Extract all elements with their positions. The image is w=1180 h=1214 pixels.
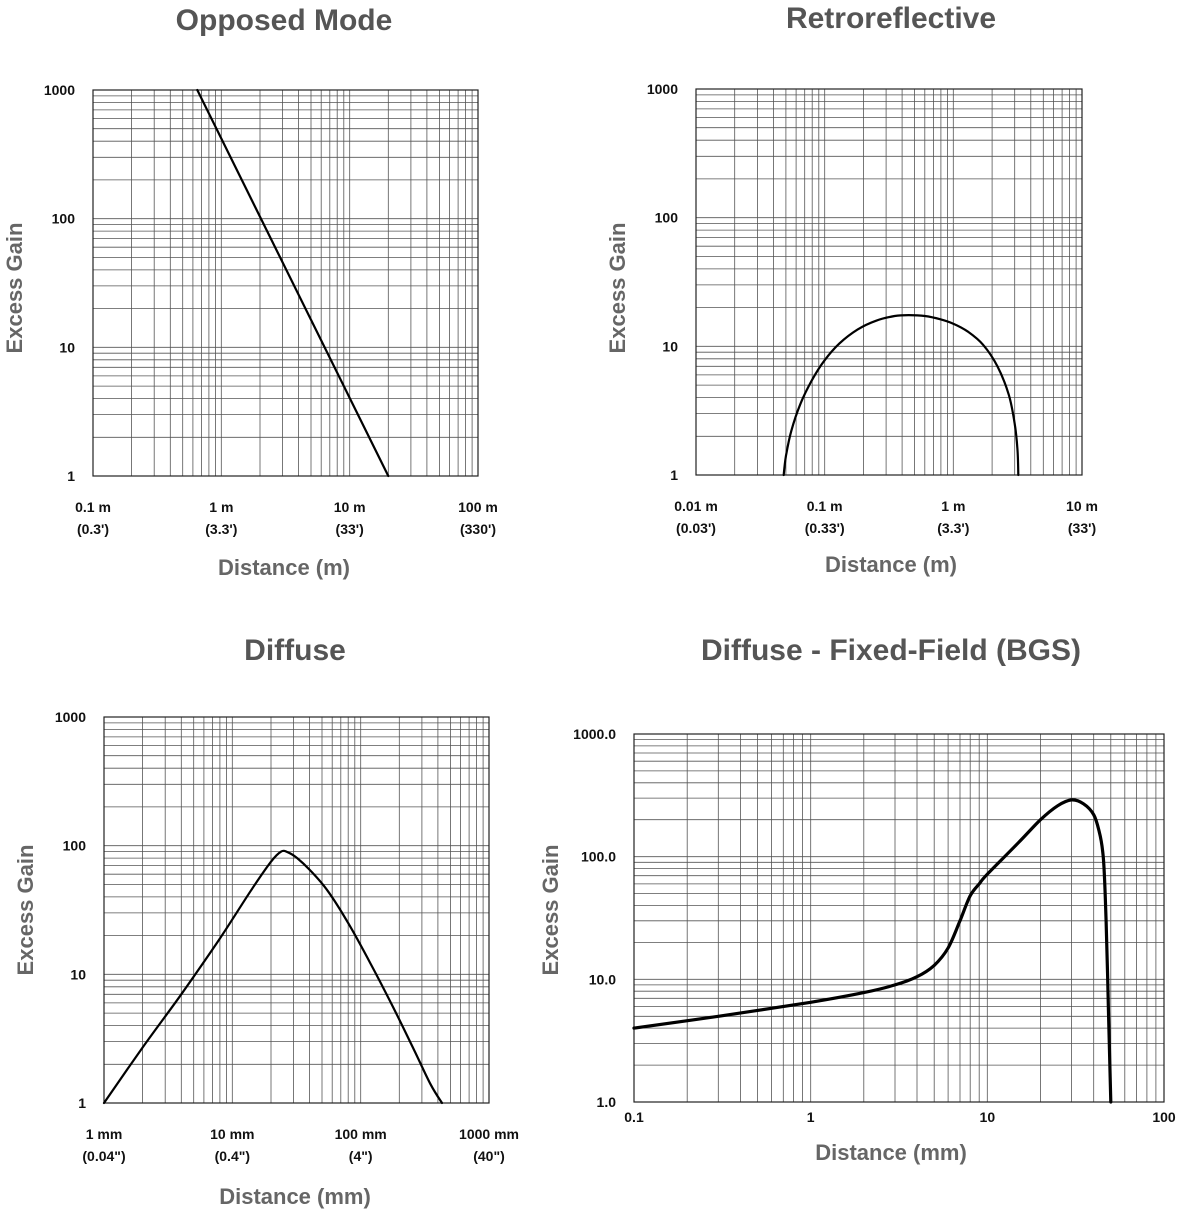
y-tick-label: 1000: [647, 81, 678, 97]
x-tick-sublabel: (330'): [460, 521, 496, 537]
x-tick-label: 1 mm: [86, 1126, 123, 1142]
x-tick-sublabel: (3.3'): [205, 521, 237, 537]
chart-diffuse-fixed-field-bgs: Diffuse - Fixed-Field (BGS) Distance (mm)…: [538, 634, 1176, 1165]
x-tick-label: 1 m: [941, 498, 965, 514]
x-tick-label: 1: [807, 1109, 815, 1125]
x-tick-sublabel: (0.03'): [676, 520, 716, 536]
chart-retroreflective: Retroreflective Distance (m) Excess Gain 1 1…: [605, 2, 1098, 577]
y-tick-label: 1000: [44, 82, 75, 98]
x-tick-label: 1 m: [209, 499, 233, 515]
plot-frame: [633, 733, 1165, 1103]
y-tick-label: 1: [67, 468, 75, 484]
chart-title: Opposed Mode: [176, 4, 393, 37]
x-tick-sublabel: (3.3'): [937, 520, 969, 536]
plot-frame: [92, 89, 479, 477]
grid: [104, 717, 489, 1103]
y-tick-label: 1000.0: [573, 726, 616, 742]
y-tick-label: 1000: [55, 709, 86, 725]
chart-title: Diffuse: [244, 634, 346, 667]
y-tick-label: 10.0: [589, 971, 616, 987]
y-tick-label: 100: [655, 210, 679, 226]
chart-title: Retroreflective: [786, 2, 996, 35]
chart-title: Diffuse - Fixed-Field (BGS): [701, 634, 1081, 667]
x-tick-label: 10 m: [1066, 498, 1098, 514]
y-axis-label: Excess Gain: [2, 223, 27, 354]
series-line: [632, 798, 1113, 1104]
x-tick-label: 100: [1152, 1109, 1176, 1125]
grid: [634, 734, 1164, 1102]
series-line: [782, 314, 1020, 477]
plot-frame: [103, 716, 490, 1104]
x-tick-sublabel: (0.04"): [82, 1148, 125, 1164]
grid: [93, 90, 478, 476]
series-line: [196, 88, 390, 478]
y-axis-label: Excess Gain: [13, 845, 38, 976]
y-tick-label: 10: [662, 338, 678, 354]
grid: [696, 89, 1082, 475]
x-axis-label: Distance (mm): [219, 1184, 371, 1209]
x-tick-sublabel: (33'): [1068, 520, 1096, 536]
y-tick-label: 100: [52, 211, 76, 227]
x-tick-label: 0.01 m: [674, 498, 718, 514]
y-tick-label: 1.0: [597, 1094, 617, 1110]
y-tick-label: 100.0: [581, 849, 616, 865]
x-tick-sublabel: (4"): [349, 1148, 373, 1164]
y-tick-label: 10: [59, 339, 75, 355]
x-tick-sublabel: (0.3'): [77, 521, 109, 537]
x-tick-sublabel: (0.33'): [805, 520, 845, 536]
y-tick-label: 1: [78, 1095, 86, 1111]
x-tick-label: 0.1 m: [75, 499, 111, 515]
x-tick-label: 100 m: [458, 499, 498, 515]
x-axis-label: Distance (m): [825, 552, 957, 577]
x-tick-label: 10 m: [334, 499, 366, 515]
x-tick-label: 1000 mm: [459, 1126, 519, 1142]
x-tick-label: 10: [980, 1109, 996, 1125]
x-axis-label: Distance (m): [218, 555, 350, 580]
x-axis-label: Distance (mm): [815, 1140, 967, 1165]
y-tick-label: 10: [70, 966, 86, 982]
x-tick-label: 0.1 m: [807, 498, 843, 514]
x-tick-sublabel: (0.4"): [215, 1148, 250, 1164]
chart-opposed-mode: Opposed Mode Distance (m) Excess Gain 1 10 10…: [2, 4, 498, 580]
y-tick-label: 100: [63, 838, 87, 854]
x-tick-label: 100 mm: [335, 1126, 387, 1142]
y-axis-label: Excess Gain: [538, 845, 563, 976]
y-tick-label: 1: [670, 467, 678, 483]
series-line: [102, 849, 444, 1105]
y-axis-label: Excess Gain: [605, 223, 630, 354]
x-tick-sublabel: (33'): [336, 521, 364, 537]
plot-frame: [695, 88, 1083, 476]
chart-diffuse: Diffuse Distance (mm) Excess Gain 1 10 100 100…: [13, 634, 519, 1209]
x-tick-label: 10 mm: [210, 1126, 254, 1142]
x-tick-label: 0.1: [624, 1109, 644, 1125]
x-tick-sublabel: (40"): [473, 1148, 505, 1164]
